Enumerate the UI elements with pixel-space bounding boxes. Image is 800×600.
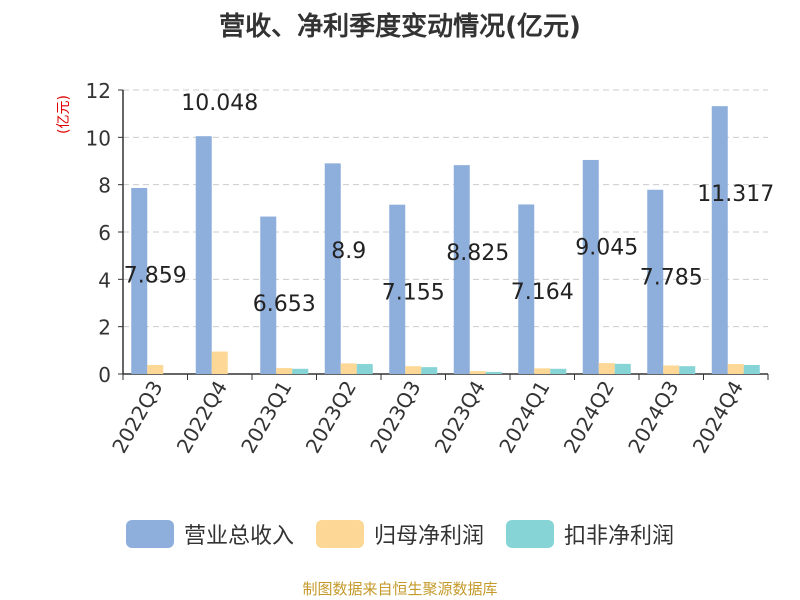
bar-2023Q4-s2 (485, 371, 502, 374)
bar-2024Q2-s2 (614, 363, 631, 374)
data-label-2023Q3: 7.155 (382, 280, 445, 305)
data-label-2023Q4: 8.825 (446, 241, 509, 266)
x-tick-label: 2024Q4 (688, 377, 748, 458)
legend-item-net-profit[interactable]: 归母净利润 (315, 518, 484, 550)
bar-2023Q2-s1 (340, 363, 357, 374)
bar-2024Q2-s0 (582, 159, 599, 374)
data-label-2022Q3: 7.859 (124, 264, 187, 289)
bar-2023Q3-s1 (405, 366, 422, 374)
data-label-2023Q1: 6.653 (253, 292, 316, 317)
bar-2022Q4-s1 (211, 351, 228, 374)
legend-swatch-revenue (125, 520, 174, 548)
bar-2024Q3-s0 (647, 189, 664, 374)
legend-item-revenue[interactable]: 营业总收入 (125, 518, 294, 550)
bar-2024Q2-s1 (598, 363, 615, 374)
y-tick-label: 6 (98, 221, 111, 245)
legend-label-revenue: 营业总收入 (183, 524, 294, 549)
bar-2023Q1-s1 (276, 368, 293, 374)
x-tick-label: 2023Q2 (301, 377, 361, 458)
data-label-2024Q4: 11.317 (697, 182, 774, 207)
bar-2023Q3-s0 (389, 204, 406, 374)
y-axis-unit-text: (亿元) (56, 95, 72, 134)
x-tick-label: 2024Q1 (494, 377, 554, 458)
legend-label-deducted-profit: 扣非净利润 (564, 524, 675, 549)
x-tick-label: 2023Q1 (236, 377, 296, 458)
legend-label-net-profit: 归母净利润 (373, 524, 484, 549)
legend-swatch-deducted-profit (506, 520, 554, 548)
bar-2022Q3-s1 (147, 365, 164, 374)
x-tick-label: 2024Q2 (559, 377, 619, 458)
bar-2023Q3-s2 (421, 367, 438, 374)
bar-2023Q2-s0 (324, 163, 341, 374)
bar-2024Q3-s1 (663, 365, 680, 374)
y-tick-label: 8 (98, 174, 111, 198)
bar-2024Q1-s2 (550, 368, 567, 374)
bar-2024Q1-s1 (534, 368, 551, 374)
bar-2022Q4-s0 (195, 136, 212, 374)
data-label-2024Q3: 7.785 (640, 265, 703, 290)
bar-2024Q3-s2 (679, 366, 696, 374)
x-tick-label: 2024Q3 (623, 377, 683, 458)
bar-2022Q3-s0 (131, 188, 148, 374)
bar-2023Q2-s2 (356, 364, 373, 374)
legend: 营业总收入 归母净利润 扣非净利润 (0, 518, 800, 550)
data-label-2024Q2: 9.045 (575, 236, 638, 261)
y-tick-label: 2 (98, 316, 111, 340)
bar-2024Q4-s0 (711, 106, 728, 374)
y-tick-label: 0 (98, 363, 111, 387)
data-label-2022Q4: 10.048 (181, 91, 258, 116)
y-tick-label: 12 (86, 79, 111, 103)
y-tick-label: 10 (86, 126, 111, 150)
bar-2023Q4-s0 (453, 165, 470, 374)
bar-2024Q4-s1 (727, 364, 744, 374)
y-axis-unit: (亿元) (46, 86, 86, 146)
y-tick-label: 4 (98, 268, 111, 292)
bar-2024Q1-s0 (518, 204, 535, 374)
legend-item-deducted-profit[interactable]: 扣非净利润 (506, 518, 674, 550)
bar-2023Q1-s2 (292, 368, 309, 374)
x-tick-label: 2023Q4 (430, 377, 490, 458)
data-label-2023Q2: 8.9 (331, 239, 366, 264)
x-tick-label: 2023Q3 (365, 377, 425, 458)
data-label-2024Q1: 7.164 (511, 280, 574, 305)
source-note: 制图数据来自恒生聚源数据库 (302, 580, 498, 598)
legend-swatch-net-profit (315, 520, 364, 548)
bar-2023Q4-s1 (469, 371, 486, 374)
x-tick-label: 2022Q3 (107, 377, 167, 458)
bar-2024Q4-s2 (743, 365, 760, 374)
chart-title: 营收、净利季度变动情况(亿元) (219, 12, 581, 42)
bar-2023Q1-s0 (260, 216, 277, 374)
x-tick-label: 2022Q4 (172, 377, 232, 458)
